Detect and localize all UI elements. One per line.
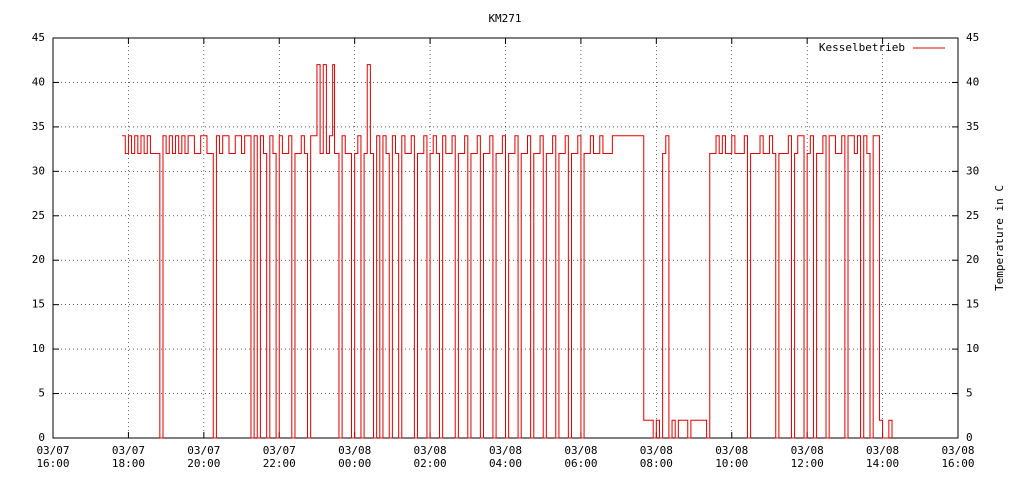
y-tick-label: 30 — [32, 164, 45, 177]
y-tick-label: 45 — [32, 31, 45, 44]
x-tick-label: 03/08 00:00 — [338, 444, 371, 470]
chart-title: KM271 — [488, 12, 521, 25]
y-tick-label: 35 — [32, 120, 45, 133]
y2-tick-label: 25 — [966, 209, 979, 222]
y2-tick-label: 15 — [966, 298, 979, 311]
y-tick-label: 15 — [32, 298, 45, 311]
x-tick-label: 03/08 14:00 — [866, 444, 899, 470]
y-tick-label: 20 — [32, 253, 45, 266]
y2-tick-label: 0 — [966, 431, 973, 444]
legend-label: Kesselbetrieb — [819, 41, 905, 54]
x-tick-label: 03/08 06:00 — [564, 444, 597, 470]
x-tick-label: 03/07 22:00 — [263, 444, 296, 470]
y2-tick-label: 10 — [966, 342, 979, 355]
y2-tick-label: 45 — [966, 31, 979, 44]
x-tick-label: 03/07 18:00 — [112, 444, 145, 470]
y-tick-label: 40 — [32, 75, 45, 88]
y2-tick-label: 40 — [966, 75, 979, 88]
y2-tick-label: 35 — [966, 120, 979, 133]
y2-tick-label: 30 — [966, 164, 979, 177]
y-tick-label: 25 — [32, 209, 45, 222]
series-line — [122, 64, 893, 439]
y-tick-label: 10 — [32, 342, 45, 355]
x-tick-label: 03/08 08:00 — [640, 444, 673, 470]
x-tick-label: 03/08 04:00 — [489, 444, 522, 470]
y-tick-label: 0 — [38, 431, 45, 444]
x-tick-label: 03/08 12:00 — [791, 444, 824, 470]
x-tick-label: 03/07 20:00 — [187, 444, 220, 470]
x-tick-label: 03/07 16:00 — [36, 444, 69, 470]
x-tick-label: 03/08 16:00 — [941, 444, 974, 470]
y-tick-label: 5 — [38, 387, 45, 400]
y2-tick-label: 5 — [966, 387, 973, 400]
y2-tick-label: 20 — [966, 253, 979, 266]
x-tick-label: 03/08 02:00 — [414, 444, 447, 470]
x-tick-label: 03/08 10:00 — [715, 444, 748, 470]
y2-axis-label: Temperature in C — [993, 185, 1006, 291]
